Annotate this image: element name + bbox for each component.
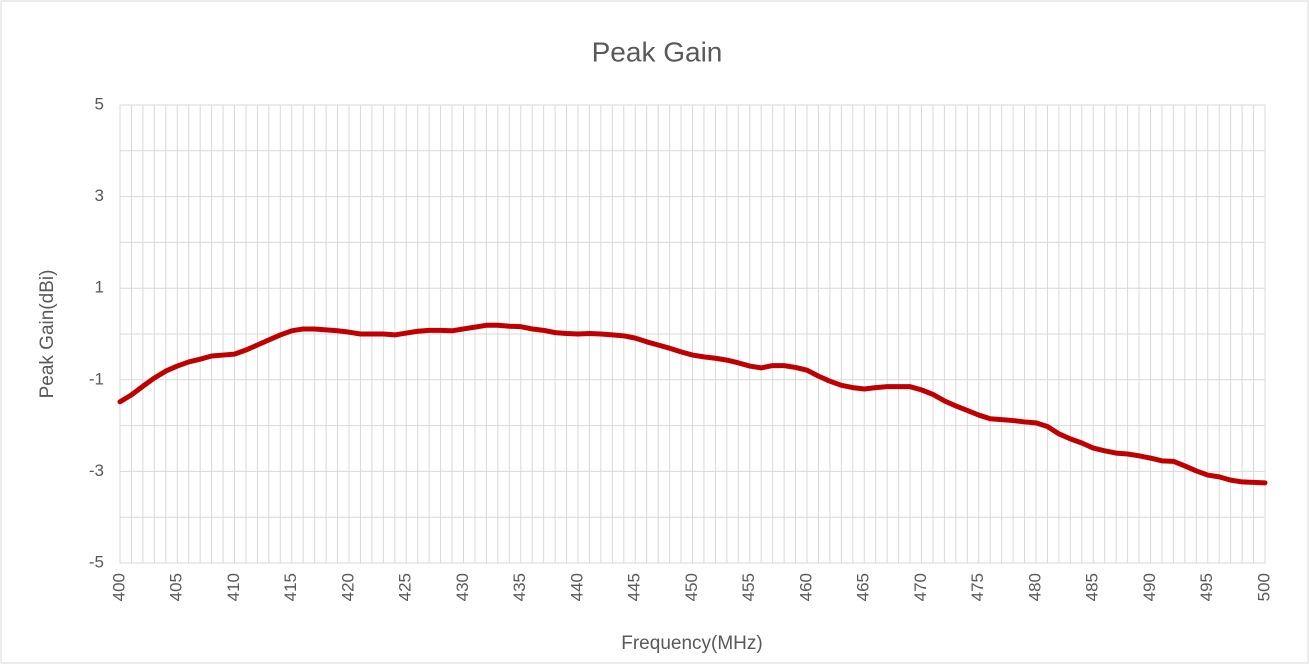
x-tick-label: 405 xyxy=(167,573,186,601)
x-tick-label: 410 xyxy=(224,573,243,601)
x-tick-label: 420 xyxy=(338,573,357,601)
x-tick-label: 425 xyxy=(396,573,415,601)
x-tick-label: 485 xyxy=(1083,573,1102,601)
x-tick-label: 465 xyxy=(854,573,873,601)
x-tick-label: 400 xyxy=(109,573,128,601)
x-tick-label: 430 xyxy=(453,573,472,601)
x-tick-label: 470 xyxy=(911,573,930,601)
y-tick-label: 3 xyxy=(95,186,104,205)
chart-title: Peak Gain xyxy=(592,36,723,67)
y-axis-title: Peak Gain(dBi) xyxy=(37,270,58,399)
x-tick-label: 460 xyxy=(796,573,815,601)
x-tick-label: 480 xyxy=(1025,573,1044,601)
y-tick-label: -1 xyxy=(89,369,104,388)
x-tick-label: 500 xyxy=(1254,573,1273,601)
x-tick-label: 475 xyxy=(968,573,987,601)
y-tick-label: 5 xyxy=(95,94,104,113)
x-tick-label: 415 xyxy=(281,573,300,601)
data-line xyxy=(117,322,1268,486)
x-tick-label: 490 xyxy=(1140,573,1159,601)
x-tick-label: 455 xyxy=(739,573,758,601)
y-tick-label: 1 xyxy=(95,278,104,297)
x-axis-title: Frequency(MHz) xyxy=(621,633,762,654)
x-tick-label: 495 xyxy=(1197,573,1216,601)
x-tick-label: 435 xyxy=(510,573,529,601)
x-tick-label: 450 xyxy=(682,573,701,601)
y-tick-label: -5 xyxy=(89,552,104,571)
y-tick-label: -3 xyxy=(89,461,104,480)
x-tick-label: 440 xyxy=(567,573,586,601)
x-tick-label: 445 xyxy=(625,573,644,601)
